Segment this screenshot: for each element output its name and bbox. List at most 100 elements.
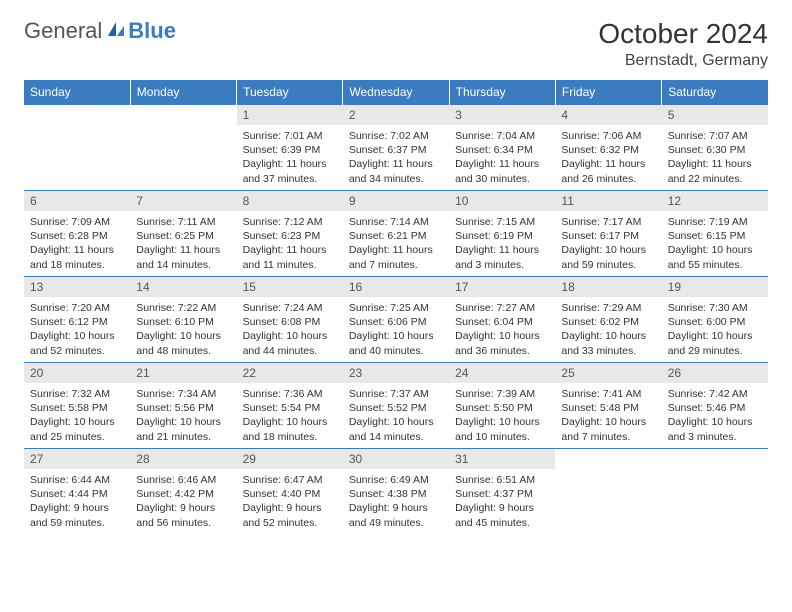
day-header-row: SundayMondayTuesdayWednesdayThursdayFrid… xyxy=(24,80,768,105)
calendar-page: General Blue October 2024 Bernstadt, Ger… xyxy=(0,0,792,553)
week-row: 27Sunrise: 6:44 AMSunset: 4:44 PMDayligh… xyxy=(24,449,768,535)
day-header: Monday xyxy=(130,80,236,105)
day-number: 14 xyxy=(130,277,236,297)
day-info: Sunrise: 7:20 AMSunset: 6:12 PMDaylight:… xyxy=(24,297,130,362)
day-number: 22 xyxy=(237,363,343,383)
day-number: 18 xyxy=(555,277,661,297)
day-info: Sunrise: 7:29 AMSunset: 6:02 PMDaylight:… xyxy=(555,297,661,362)
day-cell: 26Sunrise: 7:42 AMSunset: 5:46 PMDayligh… xyxy=(662,363,768,449)
day-info: Sunrise: 6:46 AMSunset: 4:42 PMDaylight:… xyxy=(130,469,236,534)
day-cell: 23Sunrise: 7:37 AMSunset: 5:52 PMDayligh… xyxy=(343,363,449,449)
day-info: Sunrise: 7:11 AMSunset: 6:25 PMDaylight:… xyxy=(130,211,236,276)
day-header: Sunday xyxy=(24,80,130,105)
day-cell: 27Sunrise: 6:44 AMSunset: 4:44 PMDayligh… xyxy=(24,449,130,535)
day-number: 16 xyxy=(343,277,449,297)
day-info: Sunrise: 7:04 AMSunset: 6:34 PMDaylight:… xyxy=(449,125,555,190)
day-number: 24 xyxy=(449,363,555,383)
day-cell: 11Sunrise: 7:17 AMSunset: 6:17 PMDayligh… xyxy=(555,191,661,277)
day-info: Sunrise: 7:22 AMSunset: 6:10 PMDaylight:… xyxy=(130,297,236,362)
day-cell: 19Sunrise: 7:30 AMSunset: 6:00 PMDayligh… xyxy=(662,277,768,363)
day-header: Thursday xyxy=(449,80,555,105)
day-cell: 1Sunrise: 7:01 AMSunset: 6:39 PMDaylight… xyxy=(237,105,343,191)
day-info: Sunrise: 6:49 AMSunset: 4:38 PMDaylight:… xyxy=(343,469,449,534)
day-info: Sunrise: 7:15 AMSunset: 6:19 PMDaylight:… xyxy=(449,211,555,276)
day-info: Sunrise: 7:14 AMSunset: 6:21 PMDaylight:… xyxy=(343,211,449,276)
day-number: 28 xyxy=(130,449,236,469)
day-cell: 12Sunrise: 7:19 AMSunset: 6:15 PMDayligh… xyxy=(662,191,768,277)
logo-text-blue: Blue xyxy=(128,18,176,44)
day-cell xyxy=(555,449,661,535)
day-cell: 31Sunrise: 6:51 AMSunset: 4:37 PMDayligh… xyxy=(449,449,555,535)
day-number: 21 xyxy=(130,363,236,383)
day-cell: 16Sunrise: 7:25 AMSunset: 6:06 PMDayligh… xyxy=(343,277,449,363)
day-number: 25 xyxy=(555,363,661,383)
day-cell xyxy=(24,105,130,191)
day-cell: 4Sunrise: 7:06 AMSunset: 6:32 PMDaylight… xyxy=(555,105,661,191)
day-cell: 30Sunrise: 6:49 AMSunset: 4:38 PMDayligh… xyxy=(343,449,449,535)
day-cell: 9Sunrise: 7:14 AMSunset: 6:21 PMDaylight… xyxy=(343,191,449,277)
day-cell: 25Sunrise: 7:41 AMSunset: 5:48 PMDayligh… xyxy=(555,363,661,449)
day-info: Sunrise: 6:51 AMSunset: 4:37 PMDaylight:… xyxy=(449,469,555,534)
day-info: Sunrise: 7:01 AMSunset: 6:39 PMDaylight:… xyxy=(237,125,343,190)
day-cell: 5Sunrise: 7:07 AMSunset: 6:30 PMDaylight… xyxy=(662,105,768,191)
day-info: Sunrise: 7:27 AMSunset: 6:04 PMDaylight:… xyxy=(449,297,555,362)
day-number: 6 xyxy=(24,191,130,211)
day-cell: 6Sunrise: 7:09 AMSunset: 6:28 PMDaylight… xyxy=(24,191,130,277)
day-info: Sunrise: 7:02 AMSunset: 6:37 PMDaylight:… xyxy=(343,125,449,190)
day-number: 27 xyxy=(24,449,130,469)
day-info: Sunrise: 7:37 AMSunset: 5:52 PMDaylight:… xyxy=(343,383,449,448)
day-info: Sunrise: 6:44 AMSunset: 4:44 PMDaylight:… xyxy=(24,469,130,534)
logo-text-general: General xyxy=(24,18,102,44)
week-row: 20Sunrise: 7:32 AMSunset: 5:58 PMDayligh… xyxy=(24,363,768,449)
header: General Blue October 2024 Bernstadt, Ger… xyxy=(24,18,768,70)
day-cell: 14Sunrise: 7:22 AMSunset: 6:10 PMDayligh… xyxy=(130,277,236,363)
logo: General Blue xyxy=(24,18,176,44)
day-info: Sunrise: 6:47 AMSunset: 4:40 PMDaylight:… xyxy=(237,469,343,534)
day-cell: 18Sunrise: 7:29 AMSunset: 6:02 PMDayligh… xyxy=(555,277,661,363)
day-info: Sunrise: 7:30 AMSunset: 6:00 PMDaylight:… xyxy=(662,297,768,362)
day-info: Sunrise: 7:06 AMSunset: 6:32 PMDaylight:… xyxy=(555,125,661,190)
day-info: Sunrise: 7:41 AMSunset: 5:48 PMDaylight:… xyxy=(555,383,661,448)
day-header: Friday xyxy=(555,80,661,105)
title-block: October 2024 Bernstadt, Germany xyxy=(598,18,768,70)
day-number: 13 xyxy=(24,277,130,297)
day-cell: 15Sunrise: 7:24 AMSunset: 6:08 PMDayligh… xyxy=(237,277,343,363)
day-number: 26 xyxy=(662,363,768,383)
day-info: Sunrise: 7:39 AMSunset: 5:50 PMDaylight:… xyxy=(449,383,555,448)
day-info: Sunrise: 7:17 AMSunset: 6:17 PMDaylight:… xyxy=(555,211,661,276)
day-number: 8 xyxy=(237,191,343,211)
day-number: 15 xyxy=(237,277,343,297)
day-number: 19 xyxy=(662,277,768,297)
day-number: 12 xyxy=(662,191,768,211)
day-cell: 13Sunrise: 7:20 AMSunset: 6:12 PMDayligh… xyxy=(24,277,130,363)
day-cell: 3Sunrise: 7:04 AMSunset: 6:34 PMDaylight… xyxy=(449,105,555,191)
day-cell: 29Sunrise: 6:47 AMSunset: 4:40 PMDayligh… xyxy=(237,449,343,535)
calendar-body: 1Sunrise: 7:01 AMSunset: 6:39 PMDaylight… xyxy=(24,105,768,535)
month-title: October 2024 xyxy=(598,18,768,50)
day-number: 5 xyxy=(662,105,768,125)
day-header: Tuesday xyxy=(237,80,343,105)
day-cell: 20Sunrise: 7:32 AMSunset: 5:58 PMDayligh… xyxy=(24,363,130,449)
day-info: Sunrise: 7:34 AMSunset: 5:56 PMDaylight:… xyxy=(130,383,236,448)
day-info: Sunrise: 7:42 AMSunset: 5:46 PMDaylight:… xyxy=(662,383,768,448)
location: Bernstadt, Germany xyxy=(598,52,768,70)
day-number: 9 xyxy=(343,191,449,211)
day-cell: 21Sunrise: 7:34 AMSunset: 5:56 PMDayligh… xyxy=(130,363,236,449)
week-row: 13Sunrise: 7:20 AMSunset: 6:12 PMDayligh… xyxy=(24,277,768,363)
day-number: 1 xyxy=(237,105,343,125)
day-cell xyxy=(130,105,236,191)
week-row: 1Sunrise: 7:01 AMSunset: 6:39 PMDaylight… xyxy=(24,105,768,191)
day-cell: 22Sunrise: 7:36 AMSunset: 5:54 PMDayligh… xyxy=(237,363,343,449)
day-number: 23 xyxy=(343,363,449,383)
day-cell: 2Sunrise: 7:02 AMSunset: 6:37 PMDaylight… xyxy=(343,105,449,191)
day-number: 17 xyxy=(449,277,555,297)
day-cell: 8Sunrise: 7:12 AMSunset: 6:23 PMDaylight… xyxy=(237,191,343,277)
day-cell: 10Sunrise: 7:15 AMSunset: 6:19 PMDayligh… xyxy=(449,191,555,277)
day-number: 30 xyxy=(343,449,449,469)
day-cell: 28Sunrise: 6:46 AMSunset: 4:42 PMDayligh… xyxy=(130,449,236,535)
day-cell xyxy=(662,449,768,535)
day-number: 4 xyxy=(555,105,661,125)
day-cell: 24Sunrise: 7:39 AMSunset: 5:50 PMDayligh… xyxy=(449,363,555,449)
day-number: 29 xyxy=(237,449,343,469)
day-number: 3 xyxy=(449,105,555,125)
